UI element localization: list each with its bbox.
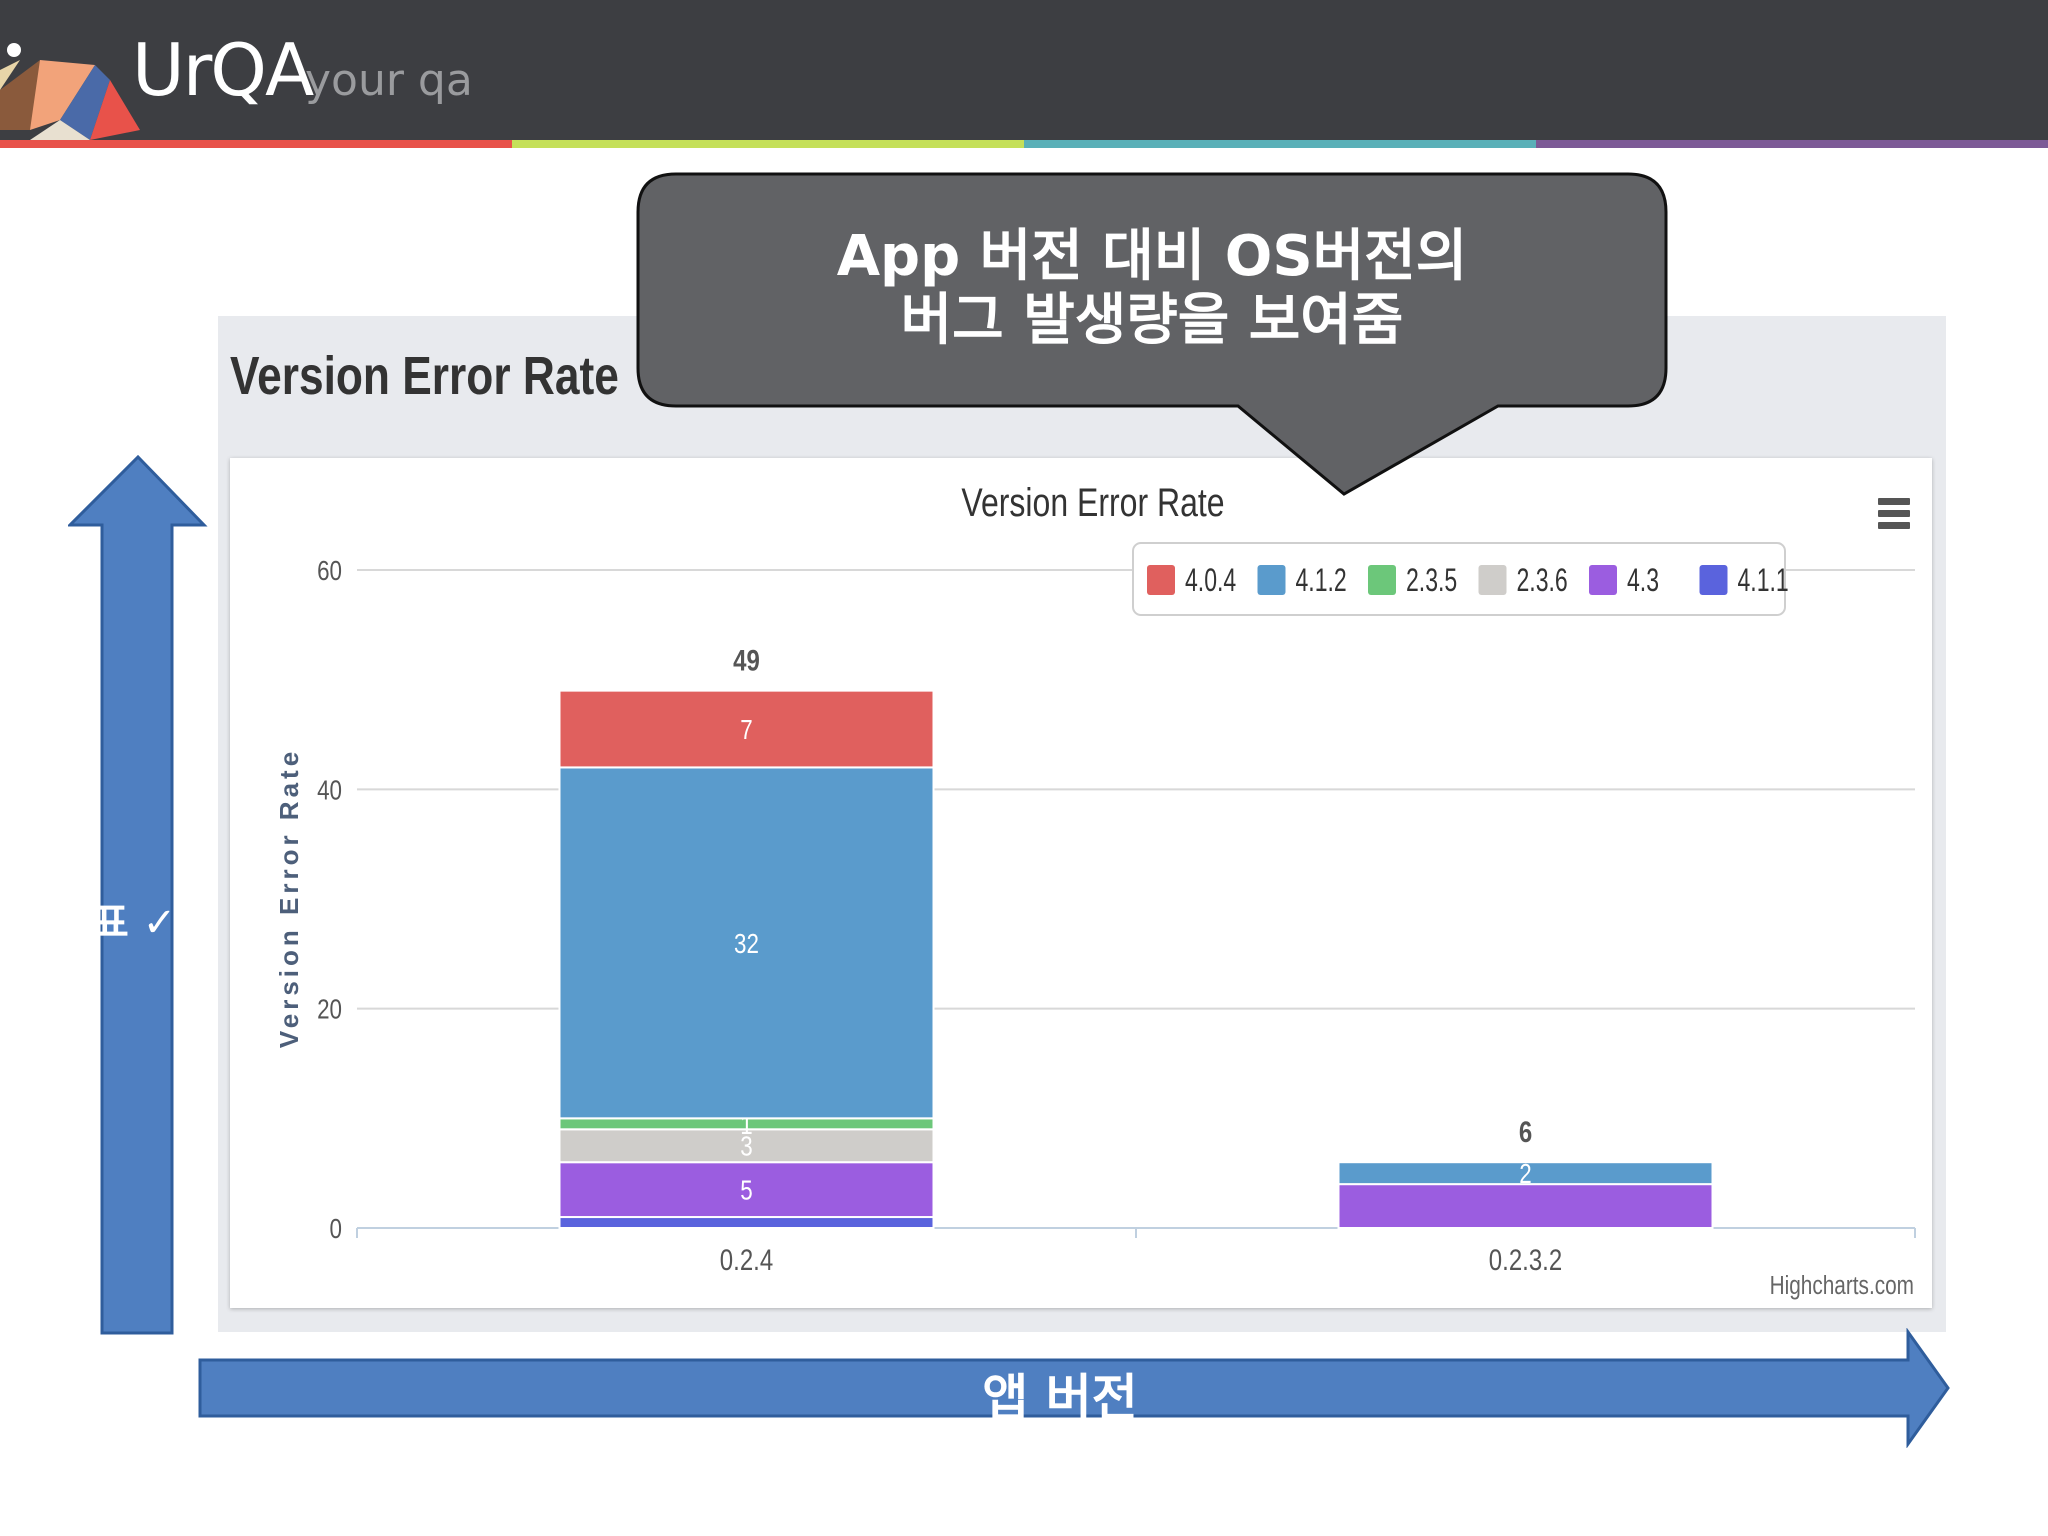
legend-swatch-4.1.2 (1257, 565, 1286, 595)
legend-label: 4.3 (1627, 562, 1659, 598)
data-label: 5 (740, 1175, 752, 1206)
legend-label: 4.0.4 (1185, 562, 1236, 598)
y-tick-label: 60 (317, 556, 342, 587)
panel-title: Version Error Rate (230, 346, 619, 406)
chart-svg: Version Error Rate 0 20 40 60 Version Error R… (274, 480, 1916, 1300)
x-axis-arrow (198, 1328, 1950, 1448)
header-color-strip (0, 140, 2048, 148)
y-tick-label: 40 (317, 775, 342, 806)
y-axis-arrow (68, 455, 208, 1335)
legend-swatch-2.3.5 (1368, 565, 1396, 595)
legend-swatch-4.1.1 (1699, 565, 1728, 595)
legend-label: 2.3.5 (1406, 562, 1457, 598)
bar-segment-4.3 (1337, 1183, 1714, 1230)
logo-text[interactable]: UrQA (132, 28, 314, 112)
callout-bubble (636, 172, 1668, 496)
y-arrow-label: 표 ✓ ᄃ (92, 900, 227, 946)
bar-segment-4.1.2 (1337, 1161, 1714, 1186)
legend-label: 2.3.6 (1517, 562, 1568, 598)
y-axis-title: Version Error Rate (274, 748, 304, 1048)
logo-mark-icon (0, 43, 140, 140)
chart-container: Version Error Rate 0 20 40 60 Version Error R… (230, 458, 1932, 1308)
bar-segment-4.0.4 (558, 689, 935, 769)
bar-segment-4.1.2 (558, 766, 935, 1120)
bar-segment-4.3 (558, 1161, 935, 1219)
data-label: 2 (1519, 1159, 1531, 1190)
chart-title: Version Error Rate (961, 480, 1224, 525)
data-label: 7 (740, 715, 752, 746)
legend-box (1132, 542, 1786, 616)
legend-label: 4.1.1 (1738, 562, 1789, 598)
x-tick-label: 0.2.3.2 (1489, 1242, 1562, 1276)
data-label: 32 (734, 929, 759, 960)
legend-swatch-2.3.6 (1478, 565, 1507, 595)
logo-subtitle: your qa (305, 55, 473, 106)
chart-credits: Highcharts.com (1770, 1271, 1914, 1300)
menu-icon[interactable] (1878, 498, 1910, 538)
total-label: 49 (733, 643, 760, 677)
callout-line-2: 버그 발생량을 보여줌 (900, 288, 1404, 353)
bar-segment-4.1.1 (558, 1216, 935, 1229)
legend-swatch-4.3 (1589, 565, 1617, 595)
y-tick-label: 20 (317, 994, 342, 1025)
app-header: UrQA your qa (0, 0, 2048, 140)
x-tick-label: 0.2.4 (720, 1242, 773, 1276)
bar-segment-2.3.6 (558, 1128, 935, 1164)
y-tick-label: 0 (330, 1214, 342, 1245)
x-arrow-label: 앱 버전 (982, 1369, 1138, 1427)
total-label: 6 (1519, 1115, 1532, 1149)
callout-line-1: App 버전 대비 OS버전의 (836, 224, 1468, 289)
callout-text: App 버전 대비 OS버전의 버그 발생량을 보여줌 (636, 225, 1668, 353)
data-label: 3 (740, 1131, 752, 1162)
legend-swatch-4.0.4 (1147, 565, 1175, 595)
legend-label: 4.1.2 (1296, 562, 1347, 598)
